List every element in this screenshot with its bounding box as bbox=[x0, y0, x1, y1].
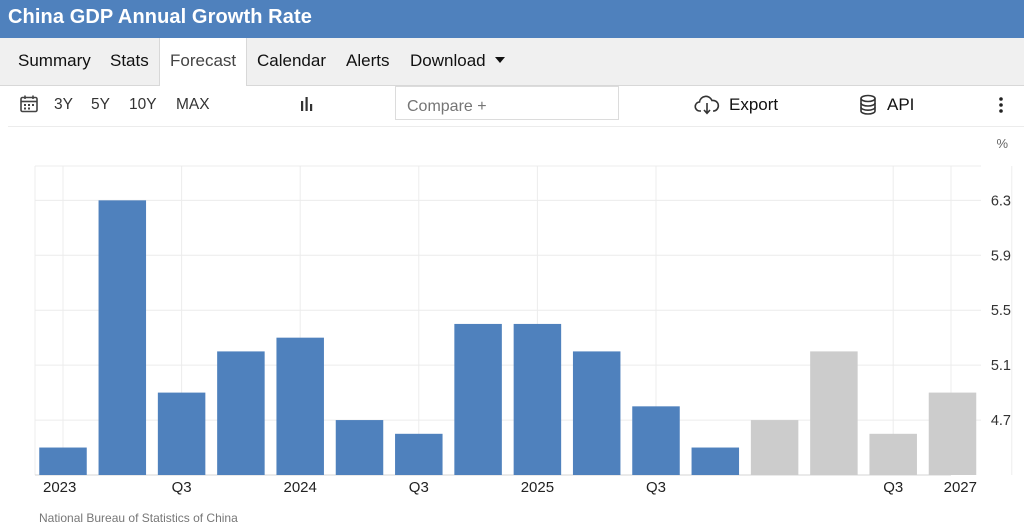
calendar-icon[interactable] bbox=[19, 94, 39, 116]
bar-forecast bbox=[750, 420, 799, 475]
bar-actual bbox=[217, 351, 265, 475]
gdp-growth-chart: % 4.7 5.1 5.5 5.9 6.3 2023 Q3 2024 Q3 2025 Q3 Q3 20… bbox=[8, 128, 1024, 532]
y-tick-label: 5.1 bbox=[991, 358, 1011, 374]
range-10y-button[interactable]: 10Y bbox=[129, 96, 157, 113]
bar-actual bbox=[157, 392, 206, 475]
database-icon[interactable] bbox=[858, 94, 878, 116]
source-note: National Bureau of Statistics of China bbox=[39, 511, 238, 525]
bar-forecast bbox=[810, 351, 858, 475]
range-5y-button[interactable]: 5Y bbox=[91, 96, 110, 113]
export-button[interactable]: Export bbox=[729, 95, 779, 114]
range-max-button[interactable]: MAX bbox=[176, 96, 210, 113]
x-tick-label: 2025 bbox=[521, 479, 554, 496]
bar-actual bbox=[691, 447, 740, 475]
y-tick-label: 5.9 bbox=[991, 248, 1011, 264]
bar-actual bbox=[454, 323, 502, 475]
title-bar: China GDP Annual Growth Rate bbox=[0, 0, 1024, 38]
bar-actual bbox=[632, 406, 680, 475]
compare-input[interactable] bbox=[395, 86, 619, 120]
tab-download[interactable]: Download bbox=[410, 38, 505, 85]
unit-label: % bbox=[996, 136, 1008, 151]
chart-toolbar: 3Y 5Y 10Y MAX Export API bbox=[8, 86, 1024, 127]
x-tick-label: 2027 bbox=[944, 479, 977, 496]
x-tick-label: Q3 bbox=[883, 479, 903, 496]
bars bbox=[39, 200, 977, 475]
tab-forecast[interactable]: Forecast bbox=[159, 38, 248, 86]
y-axis-ticks: 4.7 5.1 5.5 5.9 6.3 bbox=[991, 193, 1011, 429]
tab-download-label: Download bbox=[410, 51, 486, 70]
tab-summary[interactable]: Summary bbox=[18, 51, 91, 70]
bar-chart-icon[interactable] bbox=[298, 95, 316, 115]
y-tick-label: 4.7 bbox=[991, 413, 1011, 429]
bar-actual bbox=[572, 351, 621, 475]
cloud-download-icon[interactable] bbox=[694, 94, 720, 116]
x-tick-label: Q3 bbox=[409, 479, 429, 496]
x-tick-label: 2023 bbox=[43, 479, 76, 496]
tab-stats[interactable]: Stats bbox=[110, 51, 149, 70]
bar-actual bbox=[98, 200, 147, 475]
tab-calendar[interactable]: Calendar bbox=[257, 51, 326, 70]
x-tick-label: Q3 bbox=[646, 479, 666, 496]
more-vertical-icon[interactable] bbox=[997, 96, 1005, 116]
bar-actual bbox=[513, 323, 562, 475]
chart-canvas: % 4.75.15.55.96.3 2023 Q3 2024 Q3 2025 Q3 Q3 20… bbox=[34, 136, 1013, 496]
x-axis-ticks: 2023 Q3 2024 Q3 2025 Q3 Q3 2027 bbox=[43, 479, 977, 496]
range-3y-button[interactable]: 3Y bbox=[54, 96, 73, 113]
page-title: China GDP Annual Growth Rate bbox=[8, 6, 312, 28]
bar-actual bbox=[276, 337, 324, 475]
bar-forecast bbox=[928, 392, 977, 475]
api-button[interactable]: API bbox=[887, 95, 915, 114]
bar-actual bbox=[395, 433, 443, 475]
tab-bar: Summary Stats Forecast Calendar Alerts D… bbox=[0, 38, 1024, 86]
x-tick-label: Q3 bbox=[172, 479, 192, 496]
y-tick-label: 6.3 bbox=[991, 193, 1011, 209]
caret-down-icon bbox=[494, 56, 505, 63]
bar-actual bbox=[39, 447, 87, 475]
bar-actual bbox=[335, 420, 384, 475]
y-tick-label: 5.5 bbox=[991, 303, 1011, 319]
x-tick-label: 2024 bbox=[284, 479, 317, 496]
tab-alerts[interactable]: Alerts bbox=[346, 51, 390, 70]
bar-forecast bbox=[869, 433, 917, 475]
